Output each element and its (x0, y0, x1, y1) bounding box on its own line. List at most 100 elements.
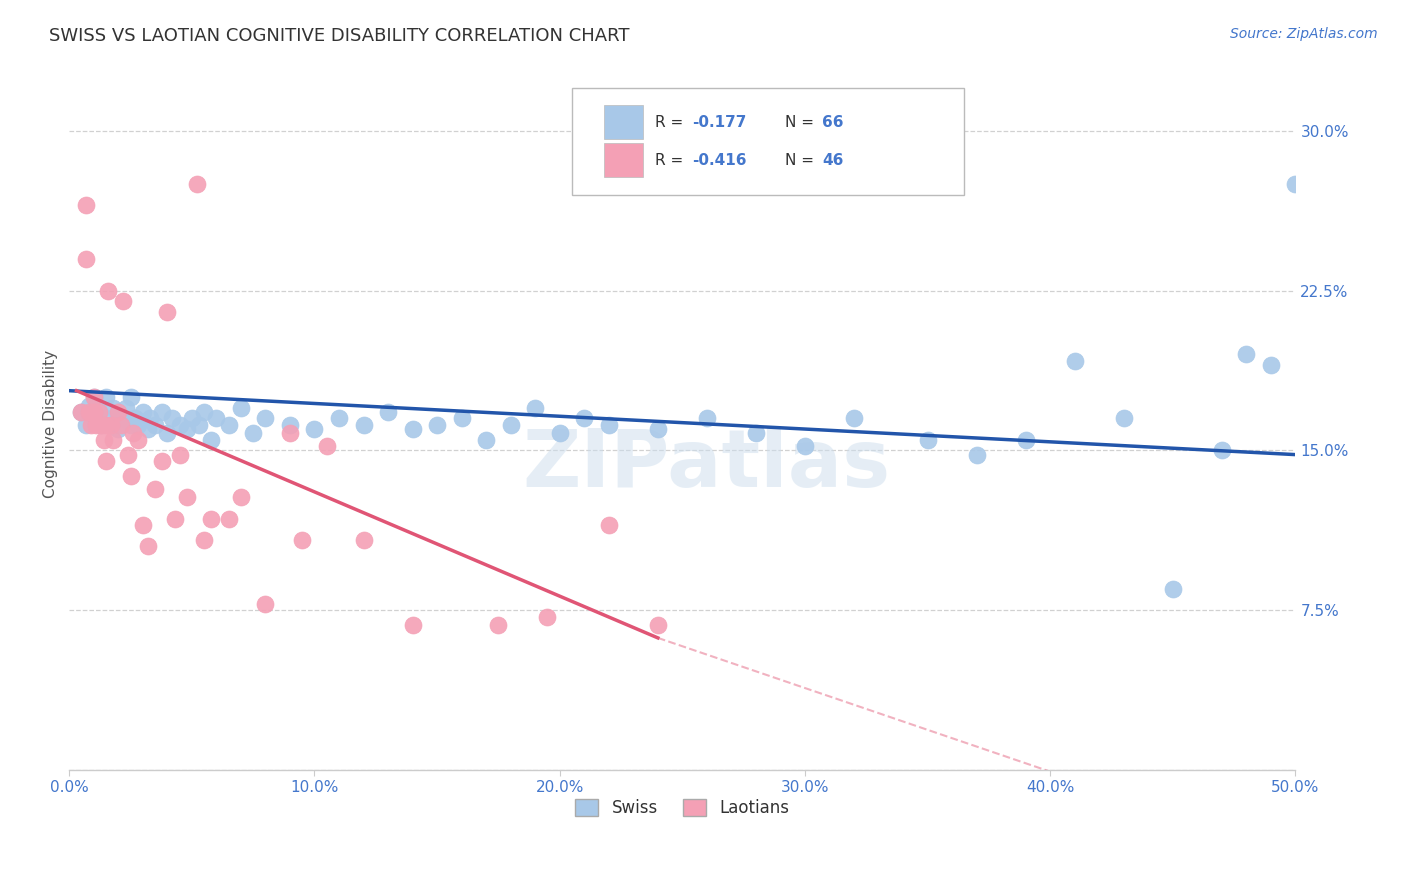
FancyBboxPatch shape (572, 87, 965, 195)
Point (152, 454, 174, 468)
Point (136, 539, 159, 553)
Point (152, 405, 174, 419)
Point (304, 422, 326, 436)
Point (83, 390, 105, 404)
Point (90, 417, 112, 432)
Point (186, 177, 208, 191)
Point (139, 411, 162, 425)
Point (77, 405, 100, 419)
Point (176, 422, 198, 436)
Point (745, 426, 768, 441)
Point (200, 433, 222, 447)
Point (278, 417, 301, 432)
Point (278, 426, 301, 441)
Point (107, 405, 129, 419)
Text: R =: R = (655, 153, 689, 168)
Point (124, 411, 146, 425)
Point (536, 609, 558, 624)
Point (696, 411, 718, 425)
Point (328, 411, 350, 425)
Point (93, 433, 115, 447)
Point (1112, 411, 1135, 425)
Point (110, 417, 132, 432)
Point (75, 198, 97, 212)
Point (94, 417, 117, 432)
Point (1211, 443, 1233, 458)
Point (598, 517, 620, 532)
Point (475, 433, 498, 447)
Text: N =: N = (786, 114, 820, 129)
Point (254, 411, 277, 425)
Text: R =: R = (655, 114, 689, 129)
Point (229, 401, 252, 415)
Point (103, 433, 125, 447)
Point (114, 401, 136, 415)
Point (401, 422, 423, 436)
Point (176, 490, 198, 504)
Point (136, 422, 159, 436)
Point (180, 411, 202, 425)
Point (218, 417, 240, 432)
Point (117, 448, 139, 462)
Point (486, 618, 509, 632)
Point (1234, 347, 1257, 361)
Point (97, 284, 120, 298)
Point (143, 417, 166, 432)
Y-axis label: Cognitive Disability: Cognitive Disability (44, 350, 58, 498)
Point (83, 405, 105, 419)
Point (77, 399, 100, 413)
Point (107, 405, 129, 419)
Point (120, 417, 142, 432)
Point (169, 448, 191, 462)
Point (1284, 177, 1306, 191)
Point (188, 417, 211, 432)
Point (315, 439, 337, 453)
FancyBboxPatch shape (603, 144, 643, 178)
Point (205, 411, 228, 425)
Point (160, 411, 183, 425)
Text: ZIPatlas: ZIPatlas (523, 426, 891, 504)
Text: Source: ZipAtlas.com: Source: ZipAtlas.com (1230, 27, 1378, 41)
Point (574, 411, 596, 425)
Point (132, 405, 155, 419)
Point (143, 482, 166, 496)
Point (112, 294, 135, 309)
Point (156, 426, 179, 441)
Point (229, 490, 252, 504)
Point (1015, 433, 1038, 447)
Point (87, 405, 110, 419)
Point (193, 533, 215, 547)
Point (548, 426, 571, 441)
Point (200, 511, 222, 525)
Point (127, 433, 149, 447)
Text: N =: N = (786, 153, 820, 168)
Point (647, 422, 669, 436)
Point (647, 618, 669, 632)
Point (112, 411, 135, 425)
Point (1260, 358, 1282, 372)
Point (353, 533, 375, 547)
Point (100, 417, 122, 432)
Point (80, 417, 103, 432)
Point (163, 511, 186, 525)
FancyBboxPatch shape (603, 105, 643, 139)
Point (90, 417, 112, 432)
Text: 46: 46 (823, 153, 844, 168)
Text: SWISS VS LAOTIAN COGNITIVE DISABILITY CORRELATION CHART: SWISS VS LAOTIAN COGNITIVE DISABILITY CO… (49, 27, 630, 45)
Point (242, 426, 264, 441)
Point (70, 405, 93, 419)
Point (1063, 354, 1085, 368)
Point (524, 401, 547, 415)
Point (156, 305, 179, 319)
Point (917, 433, 939, 447)
Point (83, 390, 105, 404)
Point (94, 390, 117, 404)
Point (94, 454, 117, 468)
Point (87, 405, 110, 419)
Text: -0.177: -0.177 (692, 114, 747, 129)
Point (353, 417, 375, 432)
Point (291, 533, 314, 547)
Point (107, 422, 129, 436)
Point (193, 405, 215, 419)
Point (169, 417, 191, 432)
